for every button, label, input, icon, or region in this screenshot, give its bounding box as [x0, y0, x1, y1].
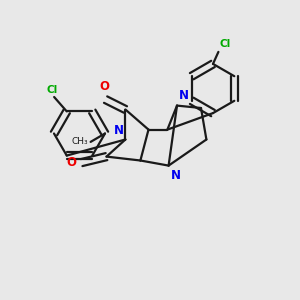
- Text: O: O: [99, 80, 109, 93]
- Text: N: N: [170, 169, 180, 182]
- Text: CH₃: CH₃: [72, 137, 88, 146]
- Text: Cl: Cl: [220, 39, 231, 49]
- Text: N: N: [114, 124, 124, 137]
- Text: O: O: [66, 156, 76, 169]
- Text: N: N: [179, 89, 189, 102]
- Text: Cl: Cl: [46, 85, 57, 94]
